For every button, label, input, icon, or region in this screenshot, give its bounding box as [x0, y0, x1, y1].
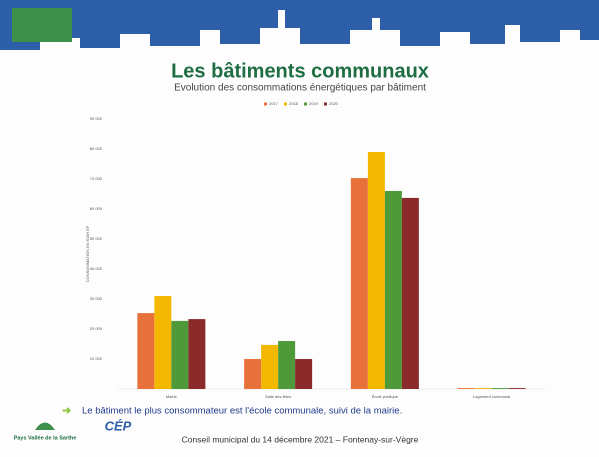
bar — [244, 359, 262, 389]
legend-swatch — [284, 102, 287, 106]
x-tick-label: Salle des fêtes — [265, 394, 291, 399]
y-axis-label: CONSOMMATION EN KWH EF — [85, 225, 90, 282]
bar — [295, 359, 313, 389]
bar — [350, 178, 368, 389]
x-tick-label: Mairie — [166, 394, 178, 399]
bar — [401, 197, 419, 389]
bar — [137, 313, 155, 389]
bar — [384, 191, 402, 389]
title: Les bâtiments communaux — [171, 60, 429, 82]
y-tick-label: 60 000 — [90, 206, 103, 211]
bar — [457, 388, 475, 389]
y-tick-label: 50 000 — [90, 236, 103, 241]
y-tick-label: 10 000 — [90, 356, 103, 361]
logo-left: Pays Vallée de la Sarthe — [14, 435, 77, 441]
x-tick-label: École publique — [372, 394, 399, 399]
y-tick-label: 80 000 — [90, 146, 103, 151]
y-tick-label: 40 000 — [90, 266, 103, 271]
y-tick-label: 20 000 — [90, 326, 103, 331]
legend-swatch — [304, 102, 307, 106]
legend-swatch — [264, 102, 267, 106]
bar — [474, 388, 492, 389]
bar — [154, 296, 172, 389]
legend-label: 2019 — [309, 101, 319, 106]
y-tick-label: 30 000 — [90, 296, 103, 301]
y-tick-label: 90 000 — [90, 116, 103, 121]
y-tick-label: 70 000 — [90, 176, 103, 181]
conclusion: Le bâtiment le plus consommateur est l'é… — [82, 406, 402, 417]
bar — [261, 344, 279, 389]
legend-label: 2020 — [329, 101, 339, 106]
bar — [367, 152, 385, 389]
legend-swatch — [324, 102, 327, 106]
bar — [508, 388, 526, 389]
legend-label: 2017 — [269, 101, 279, 106]
bar — [188, 319, 206, 389]
banner-logo — [12, 8, 72, 42]
chart: 10 000 20 000 30 000 40 000 50 000 60 000 70 0… — [85, 101, 545, 399]
footer: Conseil municipal du 14 décembre 2021 – … — [182, 434, 419, 444]
arrow: ➜ — [62, 405, 71, 417]
logo-right: CÉP — [105, 418, 132, 433]
logo-icon — [35, 422, 55, 430]
legend-label: 2018 — [289, 101, 299, 106]
bar — [491, 388, 509, 389]
subtitle: Evolution des consommations énergétiques… — [174, 83, 426, 94]
bar — [171, 320, 189, 389]
skyline-banner — [0, 0, 599, 50]
x-tick-label: Logement communal — [473, 394, 510, 399]
bar — [278, 341, 296, 389]
